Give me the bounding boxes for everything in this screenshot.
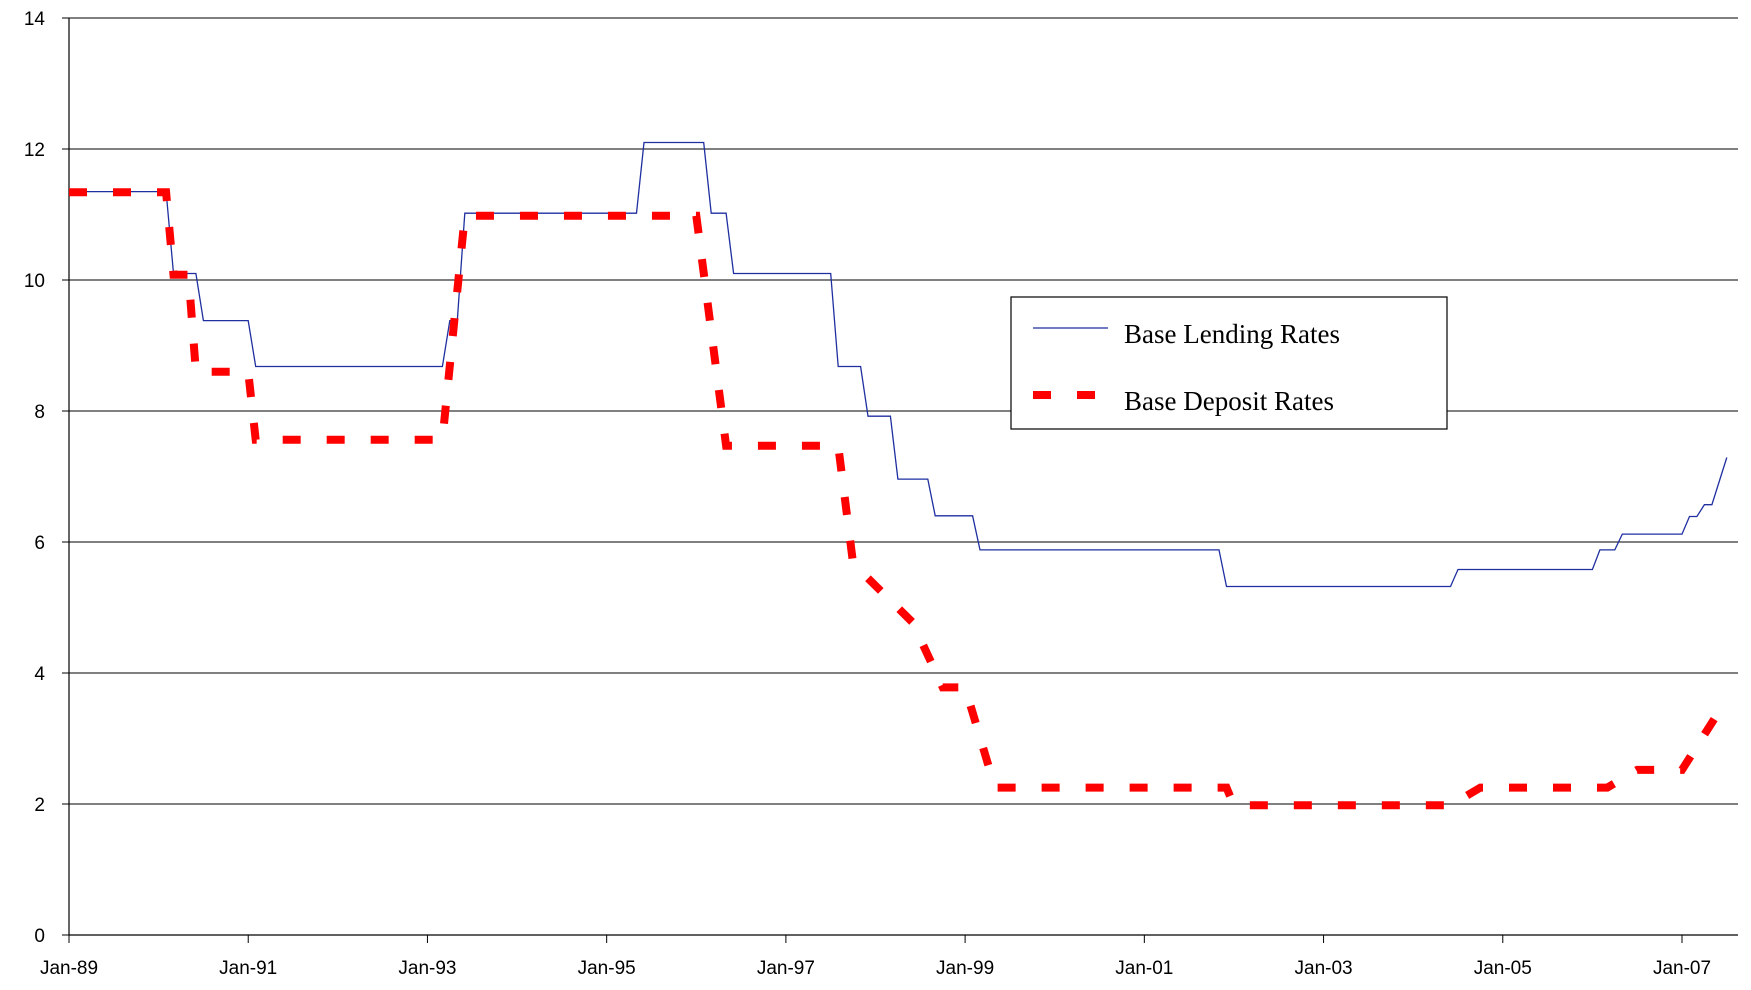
y-tick-label: 12	[24, 140, 45, 161]
x-tick-label: Jan-95	[578, 958, 636, 979]
x-tick-label: Jan-99	[936, 958, 994, 979]
x-tick-label: Jan-03	[1295, 958, 1353, 979]
legend-label-deposit: Base Deposit Rates	[1124, 386, 1334, 416]
y-tick-label: 14	[24, 9, 46, 30]
x-tick-label: Jan-89	[40, 958, 98, 979]
axes: 0 2 4 6 8 10 12 14 Jan-89 Jan-91 Jan-93 Jan-95 Jan-9…	[24, 9, 1738, 979]
legend-box	[1010, 296, 1448, 430]
series	[69, 141, 1731, 810]
y-tick-label: 0	[34, 926, 45, 947]
x-tick-label: Jan-07	[1653, 958, 1711, 979]
x-tick-label: Jan-93	[398, 958, 456, 979]
y-tick-label: 8	[34, 402, 45, 423]
legend-label-lending: Base Lending Rates	[1124, 319, 1340, 349]
y-tick-label: 10	[24, 271, 45, 292]
y-tick-label: 4	[34, 664, 45, 685]
y-tick-label: 2	[34, 795, 45, 816]
legend: Base Lending Rates Base Deposit Rates	[1010, 296, 1448, 430]
x-tick-label: Jan-91	[219, 958, 277, 979]
x-tick-label: Jan-05	[1474, 958, 1532, 979]
x-tick-label: Jan-01	[1115, 958, 1173, 979]
y-tick-label: 6	[34, 533, 45, 554]
series-line-deposit	[69, 188, 1731, 810]
x-tick-label: Jan-97	[757, 958, 815, 979]
series-line-lending	[69, 141, 1728, 588]
gridlines	[69, 17, 1738, 805]
